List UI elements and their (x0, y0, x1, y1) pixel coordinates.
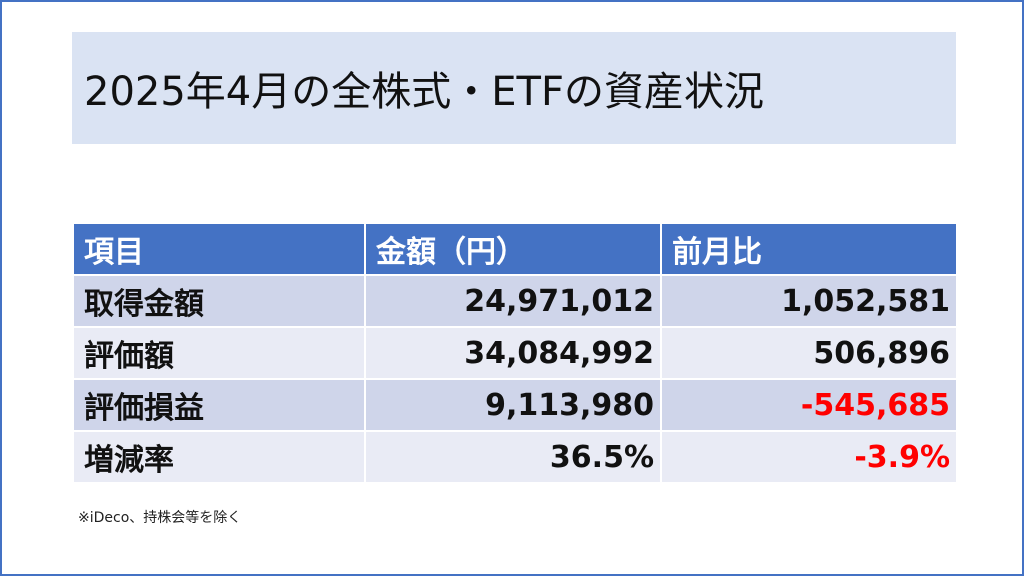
row-change: 1,052,581 (660, 274, 958, 328)
row-label: 評価額 (72, 326, 366, 380)
row-change-negative: -545,685 (660, 378, 958, 432)
row-amount: 36.5% (364, 430, 662, 484)
table-row: 評価損益 9,113,980 -545,685 (72, 378, 958, 432)
row-label: 評価損益 (72, 378, 366, 432)
footnote: ※iDeco、持株会等を除く (78, 510, 242, 526)
header-item: 項目 (72, 222, 366, 276)
table-row: 取得金額 24,971,012 1,052,581 (72, 274, 958, 328)
table-header-row: 項目 金額（円） 前月比 (72, 222, 958, 276)
row-label: 増減率 (72, 430, 366, 484)
asset-table: 項目 金額（円） 前月比 取得金額 24,971,012 1,052,581 評… (72, 222, 958, 484)
header-amount: 金額（円） (364, 222, 662, 276)
row-label: 取得金額 (72, 274, 366, 328)
page-title: 2025年4月の全株式・ETFの資産状況 (84, 69, 764, 115)
table-row: 増減率 36.5% -3.9% (72, 430, 958, 484)
title-box: 2025年4月の全株式・ETFの資産状況 (72, 32, 956, 144)
row-change-negative: -3.9% (660, 430, 958, 484)
header-change: 前月比 (660, 222, 958, 276)
row-amount: 24,971,012 (364, 274, 662, 328)
row-change: 506,896 (660, 326, 958, 380)
row-amount: 9,113,980 (364, 378, 662, 432)
row-amount: 34,084,992 (364, 326, 662, 380)
table-row: 評価額 34,084,992 506,896 (72, 326, 958, 380)
